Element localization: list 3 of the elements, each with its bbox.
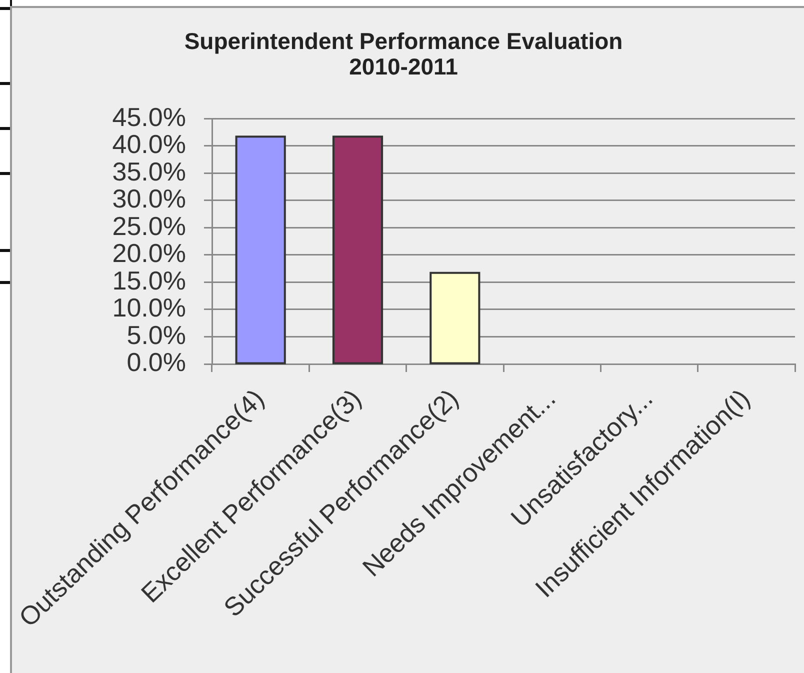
y-tick-label: 0.0%	[126, 347, 186, 378]
chart-title: Superintendent Performance Evaluation 2010-2011	[184, 28, 623, 80]
y-tick-label: 45.0%	[112, 102, 186, 132]
